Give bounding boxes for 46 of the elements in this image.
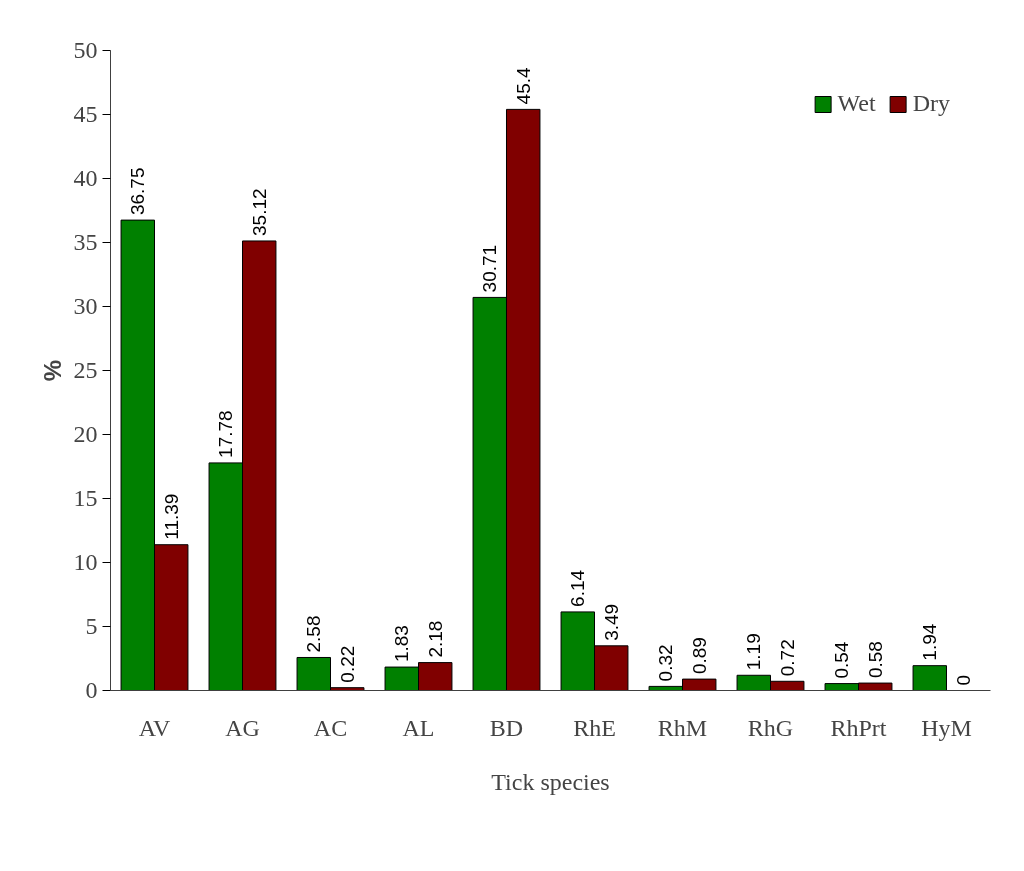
- data-label: 2.58: [303, 615, 325, 653]
- data-label: 1.19: [743, 633, 765, 671]
- x-tick-label: RhG: [747, 714, 794, 741]
- data-label: 0: [952, 674, 974, 686]
- y-tick-label: 45: [73, 101, 98, 127]
- data-label: 11.39: [160, 493, 182, 540]
- data-label: 3.49: [600, 603, 622, 641]
- x-tick-label: AC: [313, 714, 348, 741]
- data-label: 0.89: [688, 637, 710, 675]
- x-axis-title: Tick species: [491, 768, 610, 795]
- data-label: 17.78: [215, 410, 237, 458]
- y-tick-label: 15: [73, 485, 98, 511]
- data-label: 1.83: [391, 625, 413, 663]
- y-tick-label: 0: [85, 677, 98, 703]
- y-tick-label: 50: [73, 37, 98, 63]
- data-label: 45.4: [512, 66, 534, 105]
- data-label: 35.12: [248, 188, 270, 236]
- data-label: 1.94: [919, 623, 941, 661]
- x-tick-label: AG: [225, 714, 260, 741]
- data-label: 0.22: [336, 645, 358, 683]
- data-label: 0.72: [776, 639, 798, 677]
- data-label: 0.58: [864, 641, 886, 679]
- x-tick-label: RhPrt: [830, 714, 887, 741]
- data-label: 36.75: [127, 167, 149, 216]
- x-tick-label: BD: [489, 714, 524, 741]
- y-tick-label: 5: [85, 613, 98, 639]
- legend-label: Wet: [837, 90, 876, 117]
- data-label: 0.54: [831, 641, 853, 679]
- y-tick-label: 30: [73, 293, 98, 319]
- y-tick-label: 35: [73, 229, 98, 255]
- x-tick-label: HyM: [921, 714, 972, 741]
- x-tick-label: RhM: [657, 714, 708, 741]
- data-label: 2.18: [424, 620, 446, 658]
- y-axis-title: %: [38, 359, 66, 382]
- y-tick-label: 10: [73, 549, 98, 575]
- data-label: 0.32: [655, 644, 677, 682]
- data-label: 6.14: [567, 569, 589, 607]
- legend-label: Dry: [912, 90, 950, 117]
- y-tick-label: 20: [73, 421, 98, 447]
- y-tick-label: 40: [73, 165, 98, 191]
- x-tick-label: AL: [402, 714, 435, 741]
- x-tick-label: RhE: [573, 714, 616, 741]
- x-tick-label: AV: [138, 714, 171, 741]
- data-label: 30.71: [479, 244, 501, 293]
- y-tick-label: 25: [73, 357, 98, 383]
- bar: [912, 665, 947, 691]
